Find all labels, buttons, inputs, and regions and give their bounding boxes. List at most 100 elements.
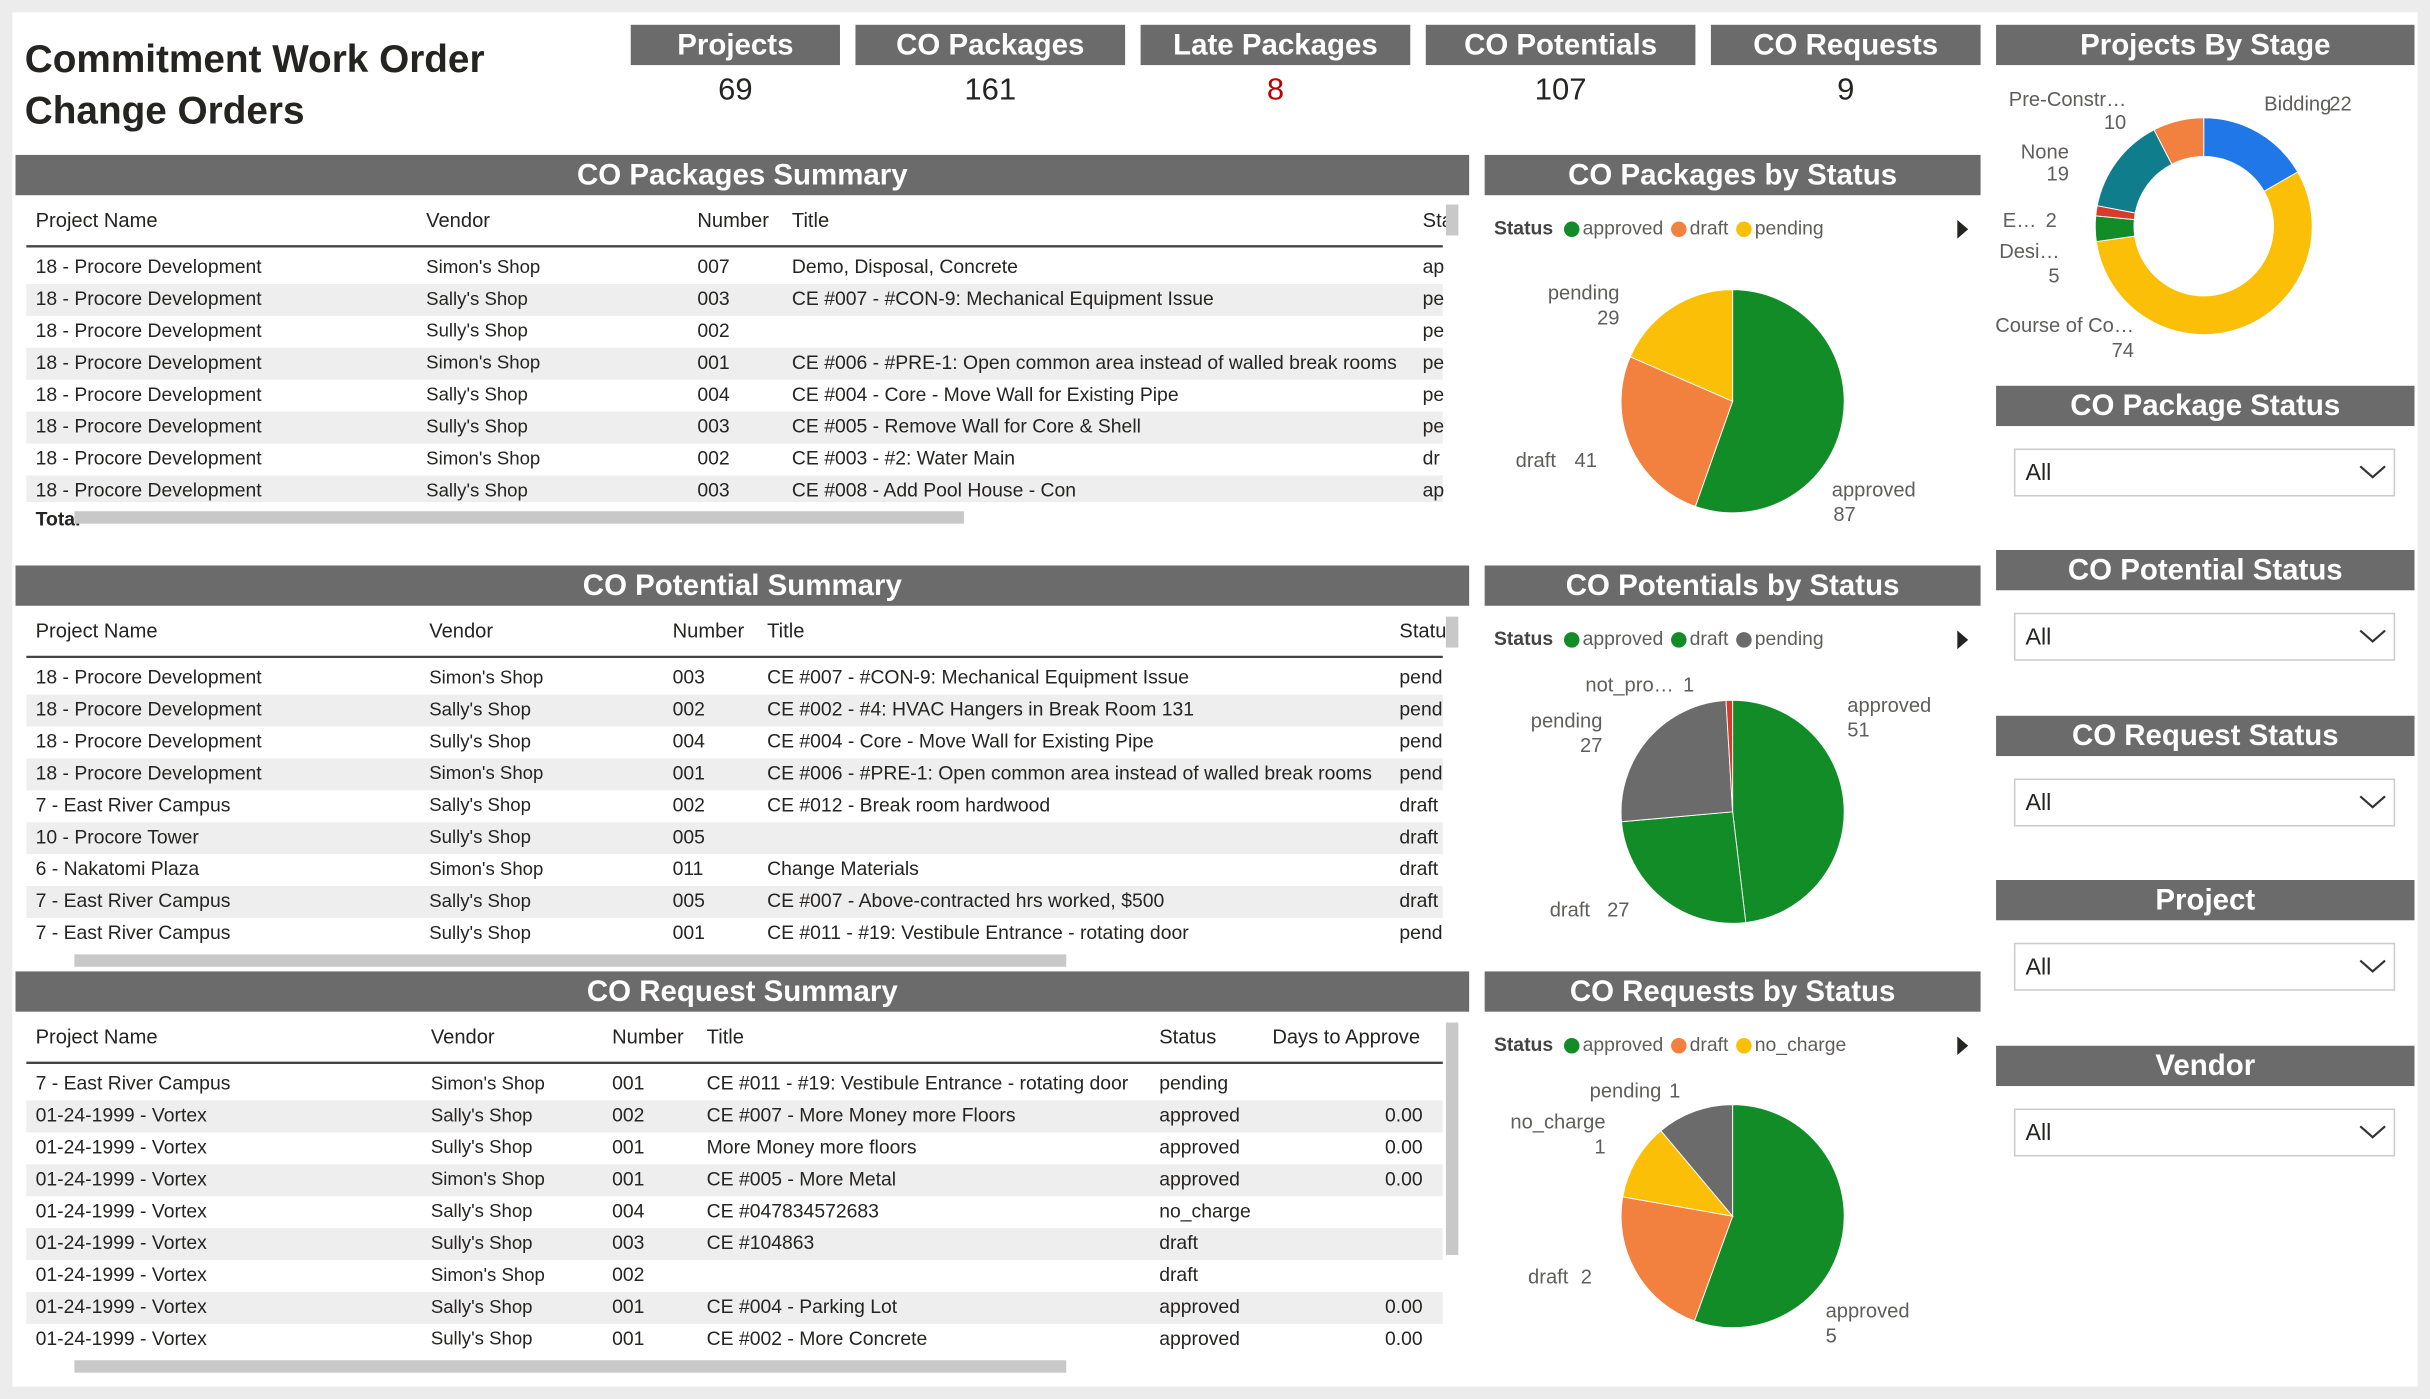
legend-swatch [1736, 1038, 1752, 1054]
column-header: Project Name [36, 1026, 158, 1048]
kpi-value: 8 [1267, 72, 1284, 107]
cell: 001 [612, 1328, 644, 1350]
cell: 004 [697, 384, 730, 406]
legend-more[interactable] [1957, 1036, 1969, 1056]
data-label-name: Bidding [2264, 94, 2331, 116]
row-stripe [26, 1291, 1443, 1324]
v-scrollbar[interactable] [1445, 1022, 1459, 1255]
legend-more[interactable] [1957, 219, 1969, 239]
cell: CE #004 - Parking Lot [707, 1296, 898, 1318]
cell: draft [1399, 794, 1438, 816]
dropdown[interactable] [2013, 778, 2396, 827]
kpi-value: 161 [964, 72, 1016, 107]
cell: no_charge [1159, 1200, 1251, 1222]
v-scrollbar[interactable] [1445, 616, 1459, 648]
cell: Sally's Shop [431, 1296, 533, 1317]
pie-slice [1620, 356, 1734, 508]
legend-swatch [1671, 1038, 1687, 1054]
row-stripe [26, 283, 1443, 316]
cell: Sally's Shop [431, 1200, 533, 1221]
cell: 001 [612, 1073, 644, 1095]
cell: 01-24-1999 - Vortex [36, 1264, 207, 1286]
panel-title: CO Requests [1753, 28, 1938, 61]
column-header: Vendor [426, 210, 490, 232]
title: Commitment Work Order [25, 38, 485, 81]
cell: dr [1423, 448, 1441, 470]
cell: pend [1399, 731, 1442, 753]
dropdown[interactable] [2013, 612, 2396, 661]
cell: 18 - Procore Development [36, 480, 263, 502]
column-header: Title [792, 210, 829, 232]
cell: 004 [612, 1200, 645, 1222]
cell: CE #104863 [707, 1232, 815, 1254]
dropdown[interactable] [2013, 942, 2396, 991]
cell: CE #007 - Above-contracted hrs worked, $… [767, 890, 1164, 912]
legend-label: approved [1583, 1034, 1664, 1056]
column-header: Project Name [36, 210, 158, 232]
data-label-name: no_charge [1510, 1112, 1605, 1134]
cell: pend [1399, 699, 1442, 721]
panel-header [15, 565, 1470, 606]
legend-swatch [1671, 221, 1687, 238]
column-header: Number [673, 620, 745, 642]
cell: draft [1159, 1232, 1198, 1254]
data-label-name: approved [1847, 695, 1931, 717]
kpi-value: 9 [1837, 72, 1854, 107]
h-scrollbar[interactable] [74, 954, 1067, 967]
dropdown[interactable] [2013, 1108, 2396, 1157]
data-label-value: 19 [2047, 163, 2069, 185]
legend-more[interactable] [1957, 630, 1969, 650]
panel-header [1140, 24, 1411, 66]
cell: CE #012 - Break room hardwood [767, 794, 1050, 816]
pie-slice [1694, 289, 1845, 514]
panel-header [1484, 971, 1981, 1012]
column-header: Title [707, 1026, 744, 1048]
cell: 01-24-1999 - Vortex [36, 1136, 207, 1158]
cell: 002 [673, 794, 705, 816]
data-label-name: pending [1531, 710, 1603, 732]
row-stripe [26, 694, 1443, 727]
panel-title: CO Packages [896, 28, 1084, 61]
cell: Sully's Shop [426, 320, 528, 341]
cell: pe [1423, 384, 1445, 406]
panel-title: CO Requests by Status [1570, 975, 1896, 1008]
cell: draft [1399, 826, 1438, 848]
pie-slice [1622, 1130, 1734, 1217]
data-label-name: Course of Co… [1995, 315, 2134, 337]
legend-label: approved [1583, 217, 1664, 239]
v-scrollbar[interactable] [1445, 204, 1459, 236]
column-header: Days to Approve [1272, 1026, 1420, 1048]
cell: Demo, Disposal, Concrete [792, 256, 1018, 278]
data-label-value: 1 [1594, 1136, 1605, 1158]
pie-slice [1620, 699, 1734, 823]
cell: Simon's Shop [431, 1072, 545, 1093]
cell: CE #005 - More Metal [707, 1168, 896, 1190]
panel-title: Projects By Stage [2080, 28, 2330, 61]
dropdown[interactable] [2013, 448, 2396, 497]
panel-title: CO Packages Summary [577, 158, 908, 191]
h-scrollbar[interactable] [74, 511, 964, 524]
data-label-name: not_pro… [1585, 675, 1673, 697]
panel-title: Project [2155, 883, 2255, 916]
dropdown-value: All [2026, 1119, 2052, 1145]
cell: 004 [673, 731, 706, 753]
cell: CE #002 - More Concrete [707, 1328, 928, 1350]
dropdown-value: All [2026, 623, 2052, 649]
total-label: Total [36, 509, 81, 531]
cell: approved [1159, 1328, 1240, 1350]
data-label-name: approved [1832, 479, 1916, 501]
legend-swatch [1563, 1038, 1580, 1054]
cell: Simon's Shop [431, 1168, 545, 1189]
cell: Sally's Shop [431, 1104, 533, 1125]
chevron [2359, 465, 2386, 479]
cell: 002 [612, 1105, 644, 1127]
cell: ap [1423, 256, 1445, 278]
panel-title: CO Potential Status [2068, 553, 2343, 586]
data-label-name: pending [1548, 283, 1620, 305]
column-header: Vendor [431, 1026, 495, 1048]
cell: 003 [673, 667, 705, 689]
cell: ap [1423, 480, 1445, 502]
h-scrollbar[interactable] [74, 1360, 1067, 1373]
data-label-value: 5 [2048, 266, 2059, 288]
